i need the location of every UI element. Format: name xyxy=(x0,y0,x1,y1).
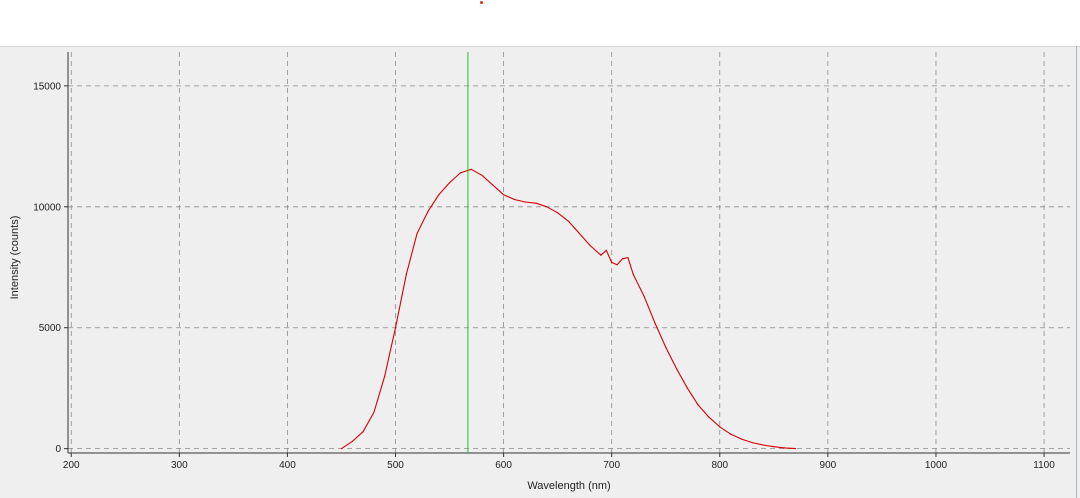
window-frame-edge xyxy=(1076,46,1077,498)
y-axis-title: Intensity (counts) xyxy=(9,216,21,300)
data-point xyxy=(503,194,505,196)
data-point xyxy=(751,442,753,444)
data-point xyxy=(438,194,440,196)
data-point xyxy=(632,273,634,276)
data-point xyxy=(459,172,461,174)
x-tick-label: 200 xyxy=(63,460,80,471)
x-tick-label: 800 xyxy=(711,460,728,471)
x-tick-label: 600 xyxy=(495,460,512,471)
data-point xyxy=(616,264,618,266)
data-point xyxy=(557,212,559,214)
data-point xyxy=(589,244,591,247)
data-point xyxy=(373,411,375,413)
spectrum-series-line xyxy=(341,168,796,450)
data-point xyxy=(470,168,472,170)
data-point xyxy=(605,249,607,251)
data-point xyxy=(740,438,743,440)
data-point xyxy=(708,416,710,418)
data-point xyxy=(416,232,418,234)
data-point xyxy=(351,440,353,442)
data-point xyxy=(492,184,494,186)
data-point xyxy=(654,322,656,324)
data-point xyxy=(627,257,629,259)
data-point xyxy=(427,211,429,213)
data-point xyxy=(535,202,537,204)
x-tick-label: 300 xyxy=(171,460,188,471)
data-point xyxy=(762,444,764,446)
data-point xyxy=(567,220,570,222)
y-tick-label: 15000 xyxy=(33,81,61,92)
x-tick-label: 700 xyxy=(603,460,620,471)
y-tick-label: 0 xyxy=(55,444,61,455)
data-point xyxy=(578,232,580,234)
data-point xyxy=(405,273,407,276)
data-point xyxy=(449,182,451,184)
data-point xyxy=(394,327,397,329)
data-point xyxy=(524,201,526,203)
data-point xyxy=(340,448,343,450)
data-point xyxy=(621,258,624,260)
data-point xyxy=(643,295,645,297)
data-point xyxy=(384,375,386,377)
data-point xyxy=(513,198,516,201)
x-axis-title: Wavelength (nm) xyxy=(527,480,610,492)
plot-area xyxy=(68,52,1070,453)
x-tick-label: 1100 xyxy=(1033,460,1055,471)
status-dot xyxy=(480,1,483,4)
x-tick-label: 900 xyxy=(820,460,837,471)
y-tick-label: 5000 xyxy=(39,323,62,334)
data-point xyxy=(784,447,786,449)
data-point xyxy=(546,206,548,208)
data-point xyxy=(665,346,667,348)
data-point xyxy=(611,261,613,263)
data-point xyxy=(362,431,364,433)
data-point xyxy=(773,446,775,448)
top-strip xyxy=(0,0,1080,46)
data-point xyxy=(676,368,678,370)
data-point xyxy=(794,448,797,450)
x-tick-label: 500 xyxy=(387,460,404,471)
x-tick-label: 400 xyxy=(279,460,296,471)
y-tick-label: 10000 xyxy=(33,202,61,213)
data-point xyxy=(697,404,699,406)
data-point xyxy=(600,254,602,256)
data-point xyxy=(730,433,732,435)
x-tick-label: 1000 xyxy=(925,460,948,471)
data-point xyxy=(719,426,721,428)
data-point xyxy=(481,174,483,176)
data-point xyxy=(686,387,689,389)
